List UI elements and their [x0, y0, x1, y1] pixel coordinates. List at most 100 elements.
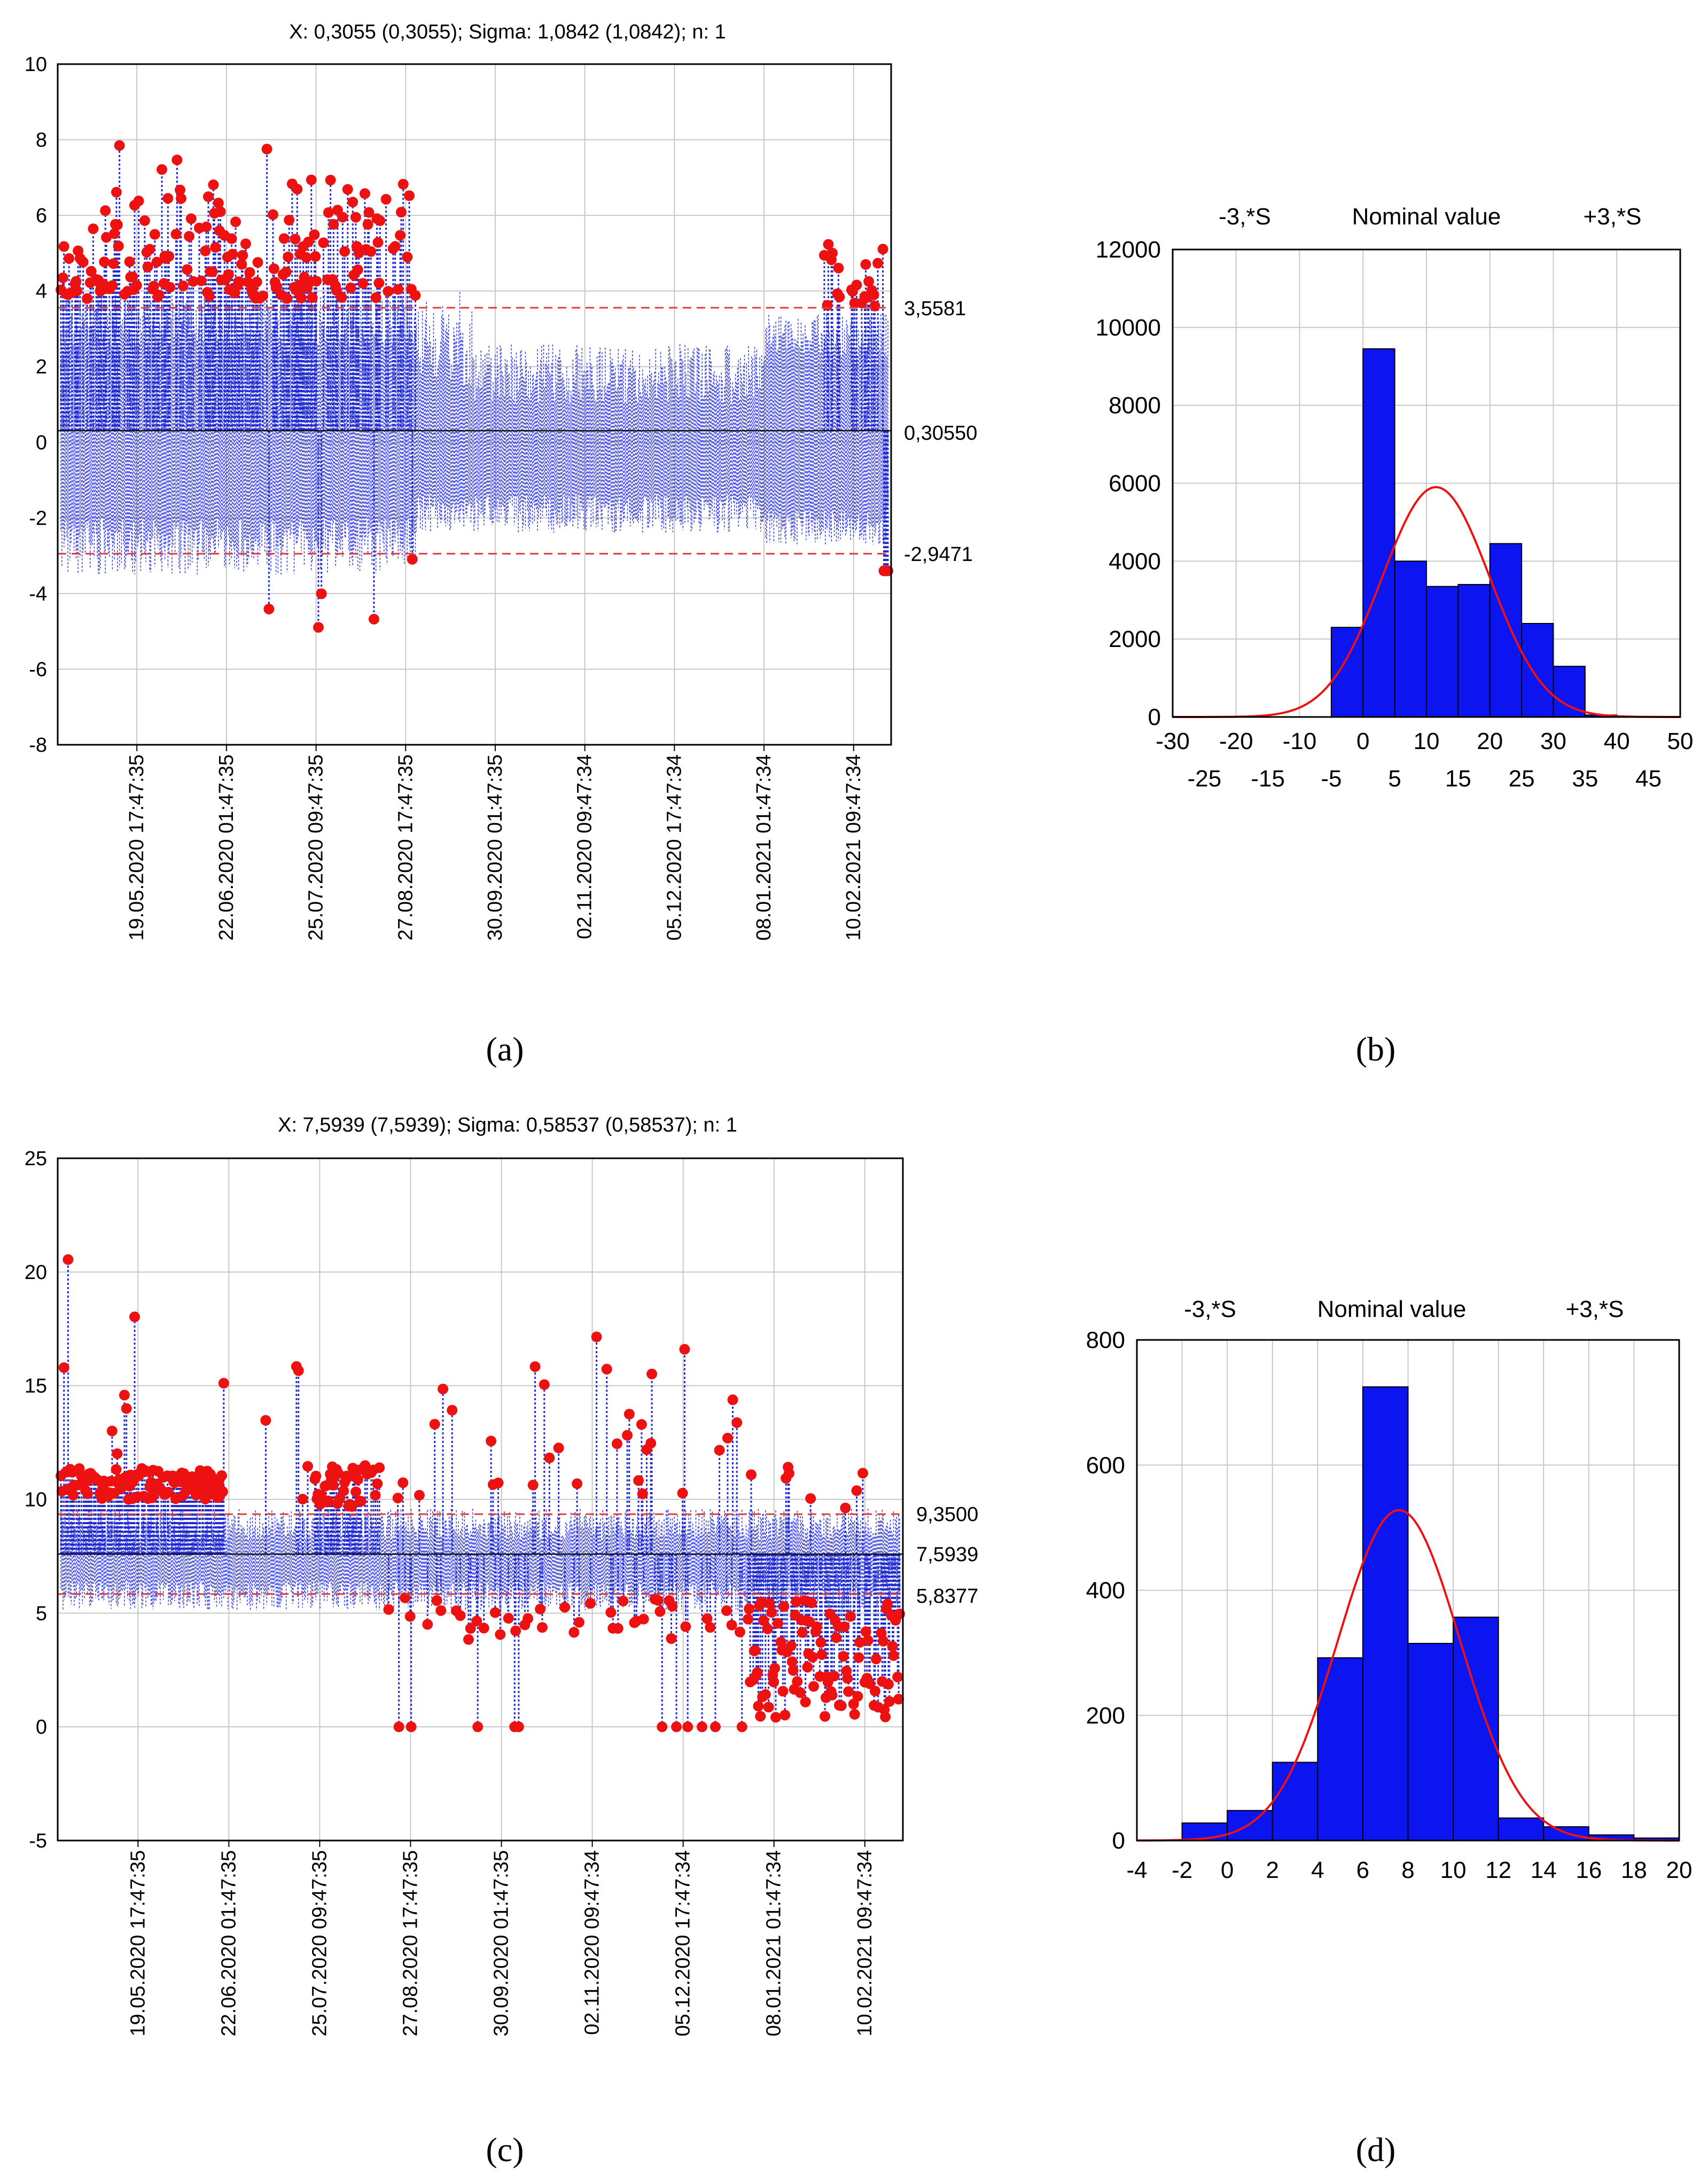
d-x-tick-label: 16	[1576, 1857, 1602, 1883]
c-outlier-point	[129, 1311, 141, 1322]
a-outlier-point	[347, 197, 358, 208]
a-outlier-point	[112, 219, 123, 230]
c-outlier-point	[633, 1475, 644, 1486]
c-outlier-point	[611, 1438, 622, 1449]
c-outlier-point	[779, 1710, 791, 1721]
a-outlier-point	[375, 215, 386, 227]
panel-a-lcl-label: -2,9471	[904, 543, 973, 566]
panel-b-label: (b)	[1356, 1030, 1396, 1068]
a-x-tick-label: 10.02.2021 09:47:34	[843, 754, 865, 941]
b-x-tick-label-lower: 15	[1445, 766, 1471, 792]
c-outlier-point	[315, 1490, 326, 1501]
a-outlier-point	[284, 214, 295, 225]
c-outlier-point	[727, 1394, 738, 1406]
c-outlier-point	[860, 1626, 871, 1638]
a-outlier-point	[165, 282, 176, 293]
d-histogram-bar	[1317, 1657, 1363, 1842]
a-outlier-point	[280, 267, 292, 278]
c-x-tick-label: 22.06.2020 01:47:35	[217, 1850, 240, 2037]
a-outlier-point	[163, 251, 175, 262]
c-y-tick-label: 15	[25, 1375, 47, 1398]
a-outlier-point	[162, 193, 174, 204]
a-outlier-point	[365, 246, 377, 257]
a-y-tick-label: 4	[36, 280, 47, 303]
c-outlier-point	[657, 1721, 668, 1733]
a-x-tick-label: 05.12.2020 17:47:34	[663, 754, 685, 941]
a-outlier-point	[357, 278, 369, 289]
c-outlier-point	[447, 1405, 458, 1416]
c-outlier-point	[338, 1485, 349, 1496]
d-x-tick-label: 12	[1485, 1857, 1511, 1883]
c-outlier-point	[811, 1621, 822, 1632]
c-outlier-point	[572, 1478, 583, 1490]
a-outlier-point	[234, 276, 245, 287]
a-outlier-point	[185, 213, 197, 224]
d-y-tick-label: 0	[1112, 1828, 1125, 1854]
panel-a-center-label: 0,30550	[904, 422, 977, 445]
d-x-tick-label: -2	[1172, 1857, 1192, 1883]
c-outlier-point	[753, 1701, 764, 1712]
c-outlier-point	[623, 1408, 635, 1420]
a-outlier-point	[57, 272, 68, 283]
a-outlier-point	[108, 258, 119, 269]
a-outlier-point	[201, 221, 212, 232]
b-x-tick-label-upper: 0	[1356, 728, 1369, 754]
c-outlier-point	[836, 1700, 847, 1711]
a-outlier-point	[215, 206, 226, 217]
c-outlier-point	[893, 1694, 904, 1705]
b-x-tick-label-lower: 25	[1509, 766, 1535, 792]
b-x-tick-label-lower: -15	[1251, 766, 1285, 792]
panel-c-lcl-label: 5,8377	[916, 1585, 978, 1608]
a-outlier-point	[362, 219, 373, 230]
a-outlier-point	[72, 285, 83, 297]
c-outlier-point	[883, 1679, 894, 1690]
c-outlier-point	[536, 1622, 548, 1633]
c-outlier-point	[495, 1629, 506, 1640]
c-outlier-point	[743, 1613, 754, 1625]
c-outlier-point	[405, 1721, 417, 1733]
d-histogram-bar	[1498, 1817, 1545, 1841]
d-y-tick-label: 600	[1086, 1452, 1125, 1478]
panel-c-control-chart: X: 7,5939 (7,5939); Sigma: 0,58537 (0,58…	[25, 1114, 979, 2169]
d-histogram-bar	[1453, 1616, 1499, 1842]
c-outlier-point	[887, 1641, 898, 1652]
c-outlier-point	[722, 1432, 733, 1444]
c-outlier-point	[404, 1611, 416, 1622]
a-outlier-point	[223, 269, 234, 280]
c-outlier-point	[510, 1625, 521, 1636]
c-outlier-point	[471, 1616, 482, 1627]
c-outlier-point	[666, 1633, 677, 1644]
a-outlier-point	[404, 190, 415, 201]
d-y-tick-label: 200	[1086, 1703, 1125, 1729]
c-outlier-point	[489, 1607, 501, 1618]
c-outlier-point	[777, 1686, 789, 1697]
b-histogram-bar	[1457, 584, 1491, 718]
a-outlier-point	[827, 247, 838, 259]
a-outlier-point	[100, 205, 111, 216]
a-outlier-point	[292, 184, 303, 195]
c-outlier-point	[882, 1599, 893, 1610]
a-outlier-point	[872, 258, 884, 269]
a-outlier-point	[342, 184, 353, 195]
a-outlier-point	[402, 252, 413, 263]
a-outlier-point	[213, 198, 224, 209]
b-y-tick-label: 0	[1148, 704, 1161, 730]
a-y-tick-label: 6	[36, 205, 47, 227]
a-outlier-point	[290, 233, 301, 245]
c-outlier-point	[112, 1448, 123, 1459]
a-y-tick-label: -8	[29, 734, 47, 757]
c-outlier-point	[755, 1711, 766, 1722]
panel-d-plus-3s-label: +3,*S	[1566, 1296, 1624, 1322]
c-outlier-point	[216, 1470, 227, 1481]
d-x-tick-label: 20	[1666, 1857, 1693, 1883]
a-outlier-point	[127, 271, 138, 283]
d-x-tick-label: 4	[1311, 1857, 1324, 1883]
b-normal-curve	[1173, 486, 1680, 718]
a-outlier-point	[833, 262, 844, 274]
a-outlier-point	[278, 233, 290, 244]
c-outlier-point	[646, 1368, 658, 1379]
a-outlier-point	[64, 253, 75, 264]
d-x-tick-label: 18	[1621, 1857, 1647, 1883]
a-x-tick-label: 19.05.2020 17:47:35	[126, 754, 148, 941]
b-histogram-bar	[1394, 560, 1427, 718]
